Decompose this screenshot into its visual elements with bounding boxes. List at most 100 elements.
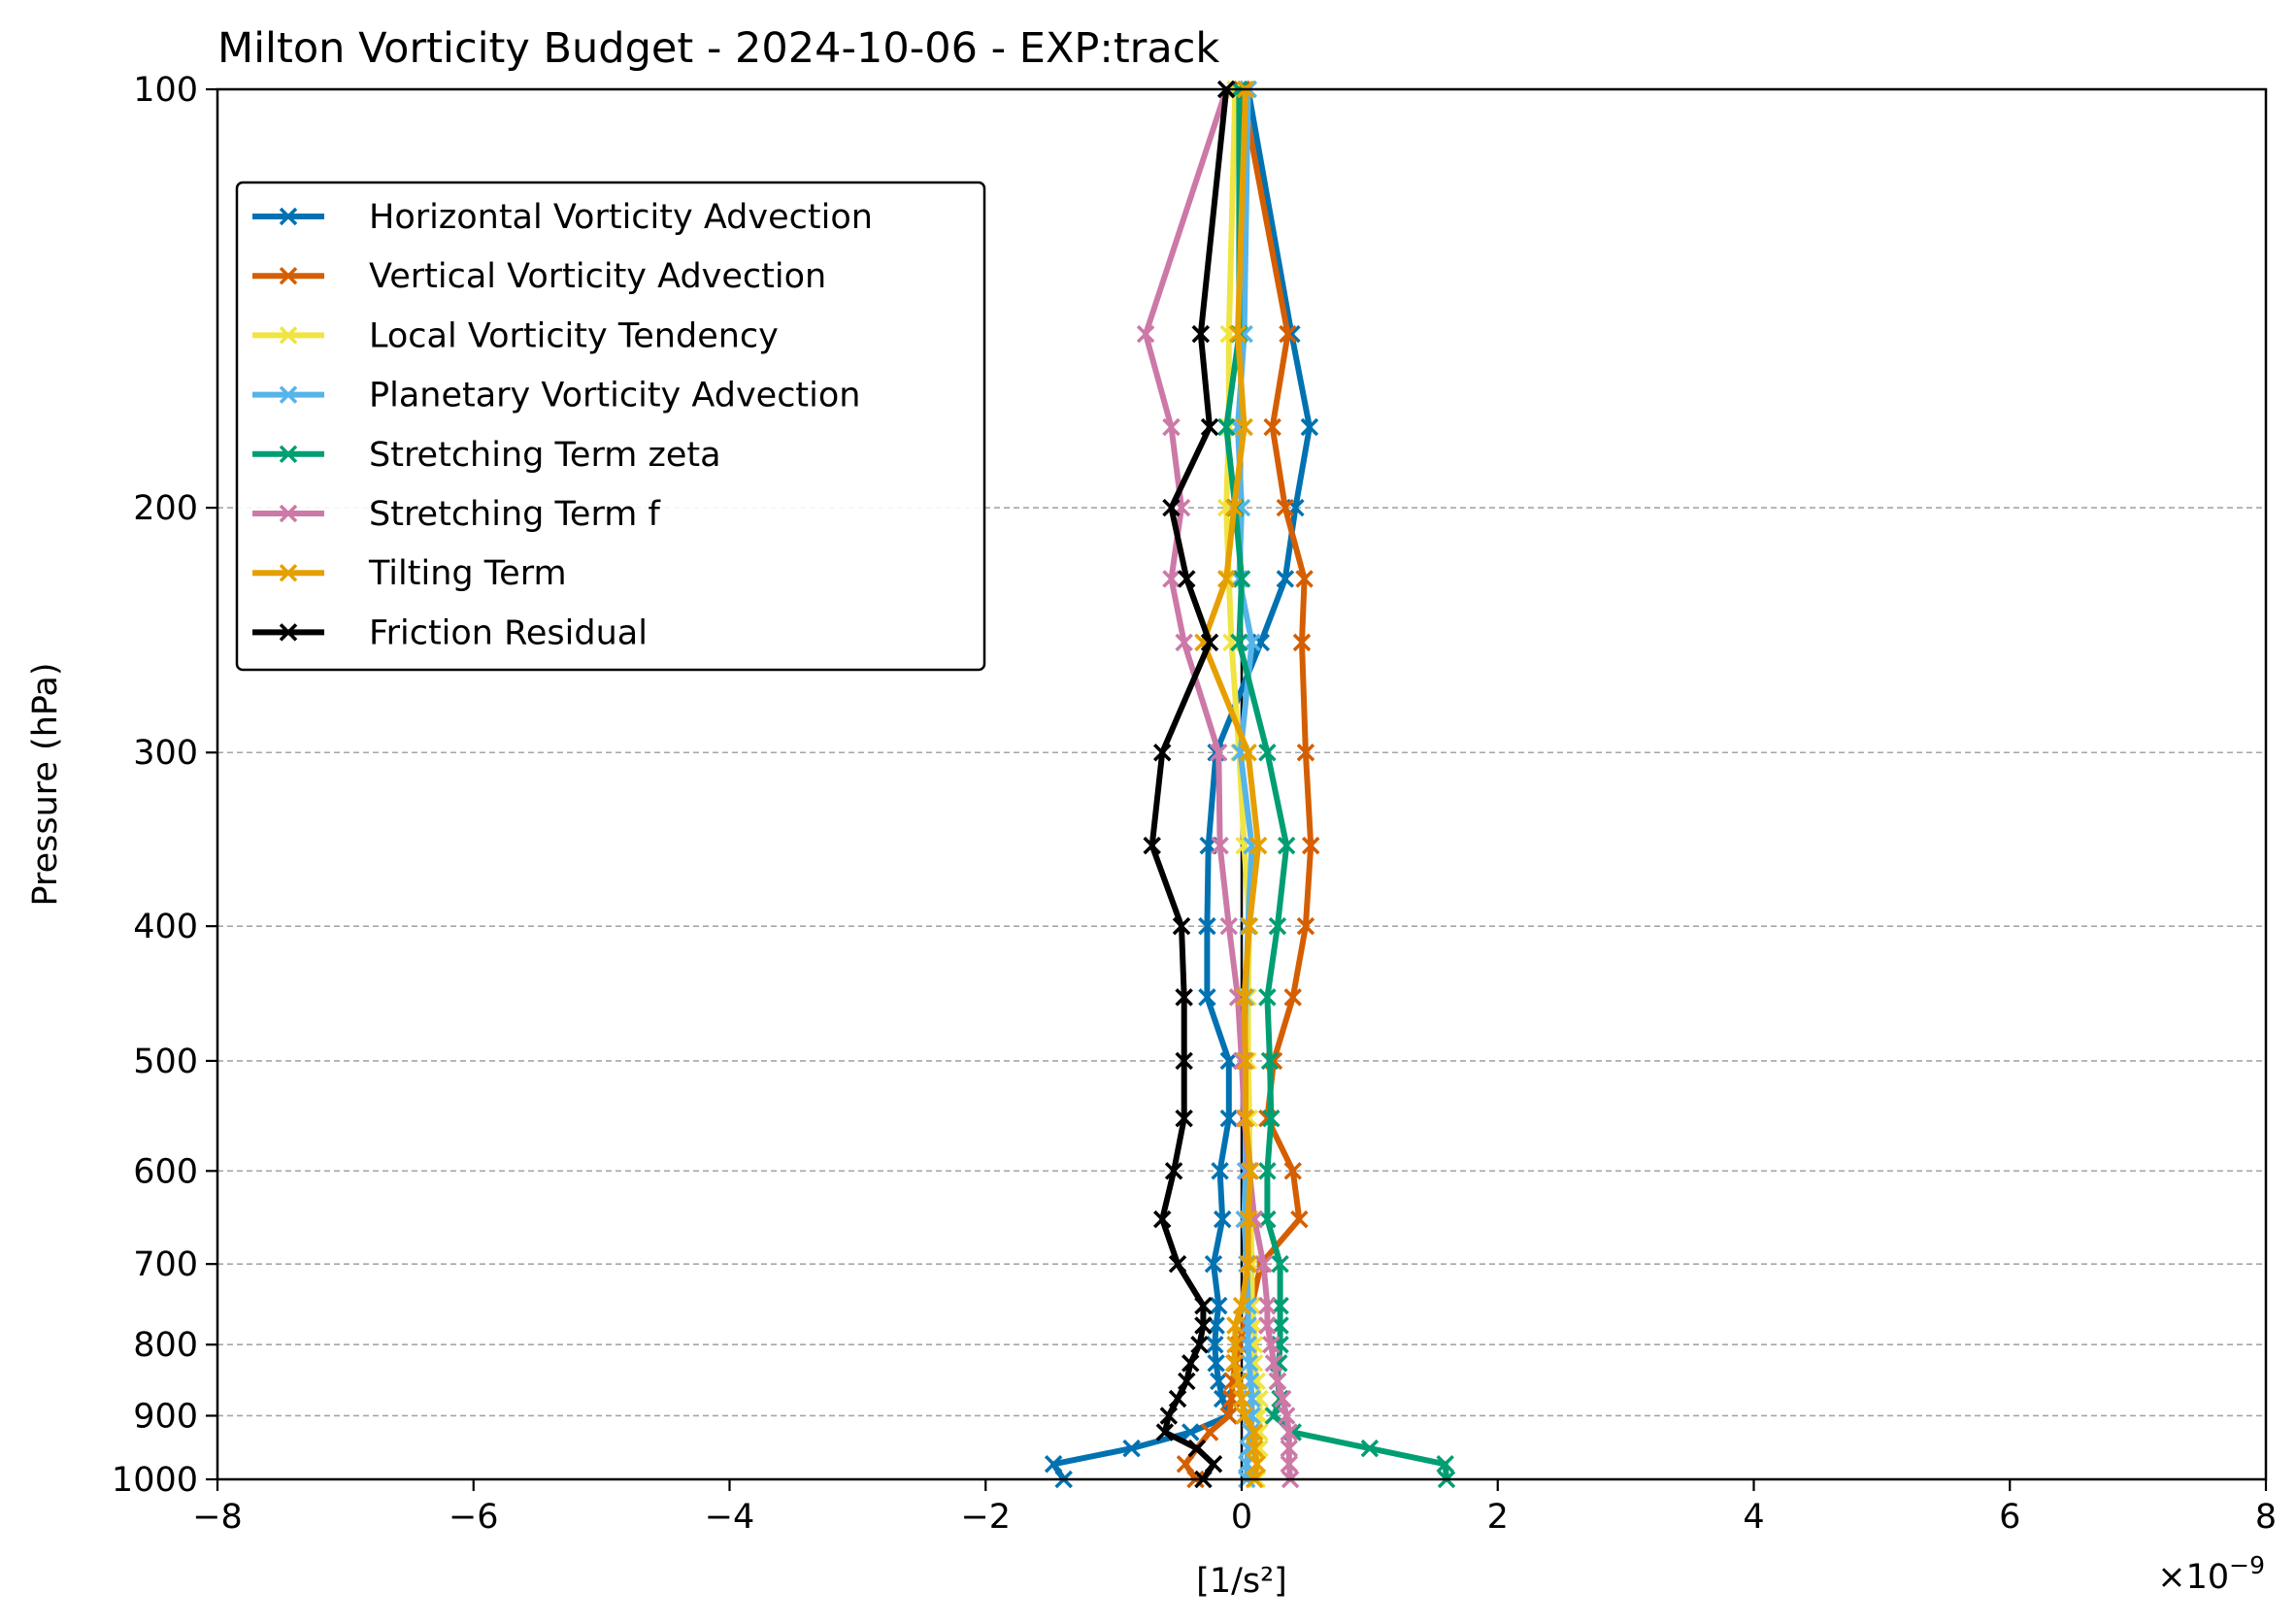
data-point xyxy=(1300,417,1319,437)
data-point xyxy=(1181,1423,1200,1441)
data-point xyxy=(1436,1455,1454,1474)
data-point xyxy=(1172,916,1191,936)
data-point xyxy=(1276,498,1295,517)
data-point xyxy=(1273,1389,1292,1408)
data-point xyxy=(1232,1389,1251,1408)
legend: Horizontal Vorticity Advection Vertical V… xyxy=(235,181,986,672)
data-point xyxy=(1258,744,1277,762)
legend-entry: Horizontal Vorticity Advection xyxy=(252,198,873,237)
data-point xyxy=(1219,916,1239,936)
data-point xyxy=(1280,1455,1299,1474)
data-point xyxy=(1200,633,1219,652)
legend-label: Stretching Term zeta xyxy=(369,436,721,475)
data-point xyxy=(1232,1296,1251,1315)
data-point xyxy=(1190,1335,1209,1354)
data-point xyxy=(1210,1372,1228,1391)
data-point xyxy=(1122,1439,1141,1458)
data-point xyxy=(1164,1162,1183,1180)
data-point xyxy=(1178,570,1196,588)
data-point xyxy=(1301,836,1320,855)
x-tick-label: −8 xyxy=(192,1498,243,1537)
data-point xyxy=(1194,1296,1213,1315)
y-axis-label: Pressure (hPa) xyxy=(26,662,65,906)
data-point xyxy=(1268,916,1287,936)
x-axis-scale-label: ×10−9 xyxy=(2157,1551,2265,1597)
data-point xyxy=(1279,324,1297,344)
y-tick-label: 700 xyxy=(133,1245,198,1284)
data-point xyxy=(1258,1316,1277,1335)
data-point xyxy=(1239,1209,1257,1229)
x-tick-label: 4 xyxy=(1743,1498,1764,1537)
legend-marker xyxy=(279,504,298,523)
series-7 xyxy=(1143,80,1236,1489)
data-point xyxy=(1239,1316,1257,1335)
legend-marker xyxy=(279,623,298,642)
data-point xyxy=(1264,1354,1283,1373)
legend-marker xyxy=(279,445,298,464)
data-point xyxy=(1236,1051,1255,1071)
legend-frame xyxy=(235,181,986,672)
data-point xyxy=(1258,1296,1277,1315)
data-point xyxy=(1155,1423,1175,1441)
legend-label: Horizontal Vorticity Advection xyxy=(369,198,873,237)
data-point xyxy=(1295,570,1314,588)
y-tick-label: 1000 xyxy=(112,1461,198,1500)
data-point xyxy=(1162,417,1181,437)
data-point xyxy=(1239,1335,1257,1354)
y-tick-label: 800 xyxy=(133,1326,198,1365)
y-tick-label: 200 xyxy=(133,489,198,528)
data-point xyxy=(1187,1439,1207,1458)
data-point xyxy=(1277,1407,1296,1425)
legend-marker xyxy=(279,385,298,404)
legend-label: Friction Residual xyxy=(369,613,648,652)
legend-entry: Stretching Term f xyxy=(252,495,660,534)
data-point xyxy=(1262,1109,1281,1128)
data-point xyxy=(1200,1423,1219,1441)
data-point xyxy=(1226,1335,1245,1354)
data-point xyxy=(1206,1335,1224,1354)
series-4 xyxy=(1216,80,1456,1489)
legend-label: Local Vorticity Tendency xyxy=(369,316,779,355)
legend-marker xyxy=(279,207,298,226)
legend-marker xyxy=(279,563,298,582)
data-point xyxy=(1207,1354,1225,1373)
y-tick-label: 900 xyxy=(133,1397,198,1436)
data-point xyxy=(1136,324,1155,344)
data-point xyxy=(1204,1254,1223,1274)
data-point xyxy=(1277,836,1296,855)
data-point xyxy=(1224,498,1244,517)
x-tick-label: 8 xyxy=(2255,1498,2277,1537)
data-point xyxy=(1213,1209,1232,1229)
x-tick-label: 0 xyxy=(1231,1498,1252,1537)
data-point xyxy=(1168,1389,1187,1408)
data-point xyxy=(1211,1162,1229,1180)
data-point xyxy=(1159,1407,1179,1425)
data-point xyxy=(1175,633,1193,652)
data-point xyxy=(1240,916,1259,936)
data-point xyxy=(1254,1254,1273,1274)
data-point xyxy=(1162,498,1181,517)
data-point xyxy=(1283,988,1302,1007)
x-axis-scale-base: ×10 xyxy=(2157,1558,2229,1597)
legend-entry: Planetary Vorticity Advection xyxy=(252,377,860,415)
data-point xyxy=(1230,633,1248,652)
data-point xyxy=(1241,1162,1260,1180)
data-point xyxy=(1162,570,1181,588)
data-point xyxy=(1243,633,1261,652)
data-point xyxy=(1230,1372,1248,1391)
data-point xyxy=(1271,1254,1289,1274)
legend-marker xyxy=(279,266,298,285)
data-point xyxy=(1200,417,1219,437)
x-axis: −8 −6 −4 −2 0 2 4 6 8 xyxy=(192,1479,2277,1537)
x-tick-label: 6 xyxy=(1999,1498,2020,1537)
data-point xyxy=(1224,1354,1244,1373)
x-tick-label: −4 xyxy=(705,1498,755,1537)
data-point xyxy=(1181,1354,1200,1373)
data-point xyxy=(1211,836,1229,855)
data-point xyxy=(1226,1316,1245,1335)
data-point xyxy=(1235,988,1253,1007)
data-point xyxy=(1271,1316,1289,1335)
data-point xyxy=(1178,1372,1196,1391)
x-tick-label: −6 xyxy=(449,1498,499,1537)
